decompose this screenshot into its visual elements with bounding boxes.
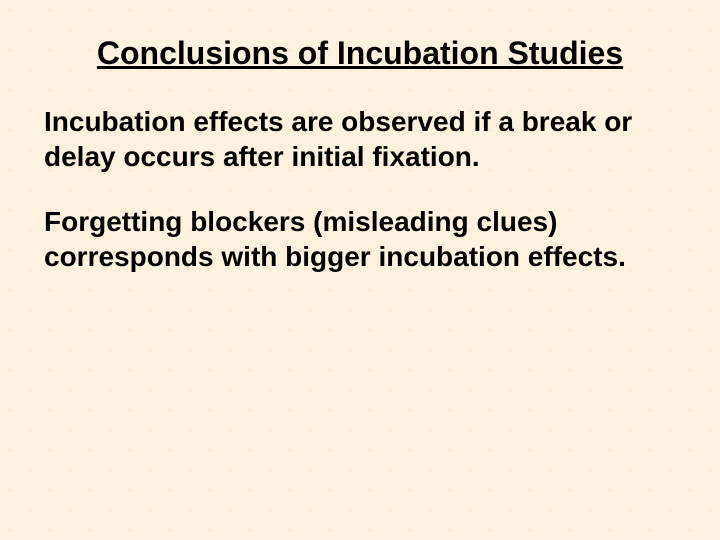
slide: Conclusions of Incubation Studies Incuba… — [0, 0, 720, 274]
slide-title: Conclusions of Incubation Studies — [44, 34, 676, 72]
body-paragraph-2: Forgetting blockers (misleading clues) c… — [44, 204, 676, 274]
body-paragraph-1: Incubation effects are observed if a bre… — [44, 104, 676, 174]
